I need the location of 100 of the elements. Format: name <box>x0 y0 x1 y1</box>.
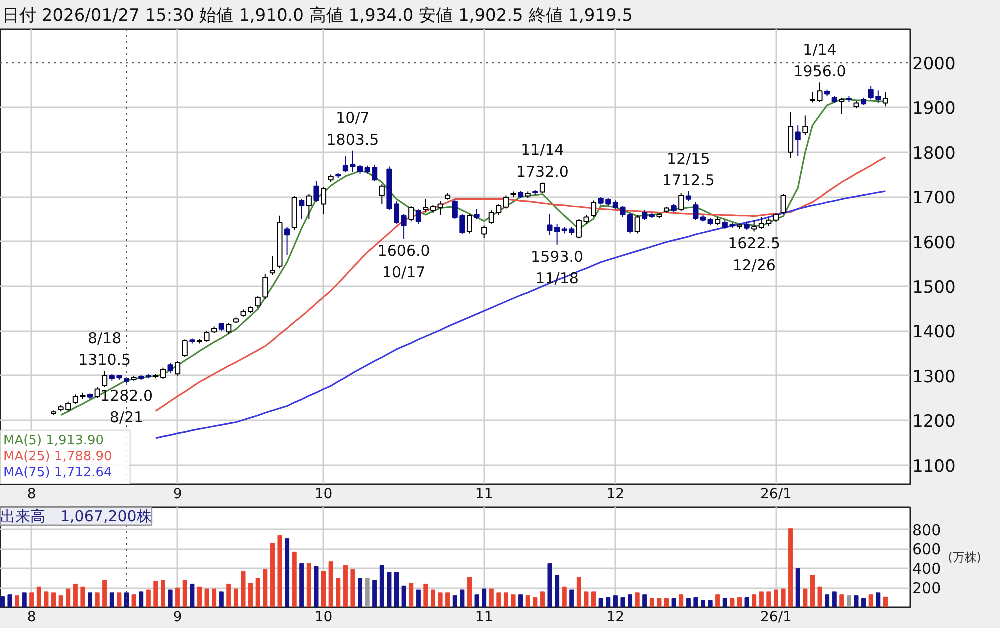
candlestick <box>839 97 845 115</box>
x-tick-label: 10 <box>314 486 333 502</box>
bar <box>176 588 180 608</box>
y-tick-label: 1200 <box>912 412 956 432</box>
candlestick <box>503 195 509 210</box>
bar <box>95 592 100 608</box>
candlestick <box>321 186 327 216</box>
bar <box>657 598 662 608</box>
bar <box>154 581 158 608</box>
bar <box>387 572 392 608</box>
annotation: 10/7 1803.5 <box>326 109 380 149</box>
bar <box>635 592 640 608</box>
bar <box>22 592 27 608</box>
bar <box>343 566 348 608</box>
bar <box>212 588 217 608</box>
y-tick-label: 1600 <box>912 233 956 254</box>
bar <box>102 580 108 608</box>
bar <box>372 580 378 608</box>
bar <box>598 598 604 608</box>
y-tick-label: 1400 <box>912 322 956 343</box>
x-tick-label: 10 <box>314 610 333 626</box>
line-series <box>155 190 886 440</box>
candlestick <box>401 214 407 240</box>
bar <box>744 598 750 608</box>
bar <box>796 568 800 608</box>
bar <box>752 594 757 608</box>
candlestick <box>628 212 634 234</box>
bar <box>664 598 670 608</box>
bar <box>825 594 830 608</box>
bar <box>365 578 370 608</box>
bar <box>117 592 122 608</box>
annotation: 1282.0 8/21 <box>100 386 154 427</box>
bar <box>168 590 173 608</box>
annotation: 1622.5 12/26 <box>728 234 781 274</box>
bar <box>306 564 312 608</box>
bar <box>322 571 326 608</box>
bar <box>30 592 34 608</box>
candlestick <box>394 201 400 224</box>
bar <box>840 594 844 608</box>
candlestick <box>255 296 261 308</box>
bar <box>190 584 195 608</box>
y-tick-label: 1500 <box>912 278 956 298</box>
x-tick-label: 8 <box>27 486 36 502</box>
bar <box>160 580 166 608</box>
bar <box>452 596 458 608</box>
candlestick <box>882 92 888 108</box>
bar <box>204 588 210 608</box>
y-tick-label: 2000 <box>912 54 956 75</box>
y-tick-label: 1300 <box>912 367 956 388</box>
candlestick <box>795 125 801 156</box>
candlestick <box>299 198 305 220</box>
bar <box>292 552 297 608</box>
bar <box>774 590 778 608</box>
bar <box>430 590 436 608</box>
bar <box>256 578 260 608</box>
bar <box>716 594 720 608</box>
candlestick <box>802 115 808 136</box>
x-tick-label: 8 <box>27 610 36 626</box>
bar <box>846 596 852 608</box>
bar <box>394 572 400 608</box>
candlestick <box>160 367 166 380</box>
bar <box>36 586 42 608</box>
bar <box>868 594 874 608</box>
bar <box>540 592 545 608</box>
bar <box>803 588 808 608</box>
bar <box>679 594 684 608</box>
bar <box>489 588 494 608</box>
x-tick-label: 11 <box>475 610 494 626</box>
x-tick-label: 12 <box>606 610 625 626</box>
chart-title: 出来高 1,067,200株 <box>0 508 152 526</box>
bar <box>518 594 524 608</box>
bar <box>642 594 648 608</box>
bar <box>496 592 502 608</box>
bar <box>234 588 238 608</box>
candlestick <box>270 256 276 276</box>
bar <box>613 596 618 608</box>
bar <box>555 575 560 608</box>
x-tick-label: 9 <box>173 610 182 626</box>
annotation: 1606.0 10/17 <box>378 242 430 282</box>
bar <box>474 594 480 608</box>
bar <box>672 598 676 608</box>
bar <box>402 586 406 608</box>
candlestick <box>752 220 758 232</box>
bar <box>708 600 713 608</box>
candlestick <box>474 208 480 220</box>
bar <box>15 596 20 608</box>
bar <box>584 592 589 608</box>
bar <box>358 578 363 608</box>
bar <box>526 596 530 608</box>
bar <box>504 592 508 608</box>
bar <box>8 594 12 608</box>
y-tick-label: 400 <box>912 560 942 578</box>
bar <box>66 588 71 608</box>
bar <box>592 592 596 608</box>
bar <box>336 578 341 608</box>
candlestick <box>466 214 472 234</box>
bar <box>722 598 728 608</box>
text: MA(5) 1,913.90 <box>4 434 104 448</box>
bar <box>788 528 794 608</box>
bar <box>110 592 114 608</box>
